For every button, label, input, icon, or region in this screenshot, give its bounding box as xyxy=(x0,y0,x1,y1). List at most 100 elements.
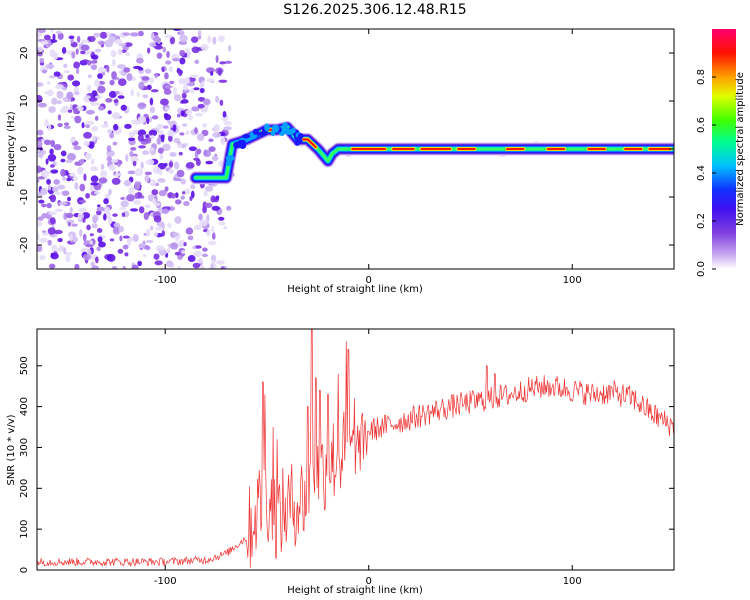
spectrogram-speckle xyxy=(39,61,45,66)
spectrogram-speckle xyxy=(111,58,116,66)
spectrogram-speckle xyxy=(76,68,80,75)
snr-xtick-label-1: 0 xyxy=(366,576,372,587)
spectrogram-speckle xyxy=(147,47,151,54)
spectrogram-speckle xyxy=(173,93,182,102)
spectrogram-speckle xyxy=(49,194,57,203)
spectrogram-speckle xyxy=(145,228,151,237)
spectrogram-speckle xyxy=(132,234,139,243)
spectrogram-speckle xyxy=(149,225,154,231)
snr-ytick-label-0: 0 xyxy=(19,567,30,573)
spectrogram-speckle xyxy=(138,81,145,90)
spectrogram-speckle xyxy=(137,115,147,124)
spectrogram-speckle xyxy=(194,245,202,249)
spectrogram-speckle xyxy=(39,237,48,243)
spectrogram-speckle xyxy=(94,256,99,264)
spectrogram-speckle xyxy=(80,44,90,51)
spectrogram-speckle xyxy=(191,106,200,112)
spectrogram-speckle xyxy=(37,233,40,240)
spectrogram-speckle xyxy=(204,202,213,208)
spectrogram-speckle xyxy=(72,176,78,182)
spectrogram-speckle xyxy=(109,238,115,242)
spectrogram-xtick-label-1: 0 xyxy=(366,275,372,286)
spectrogram-speckle xyxy=(37,140,43,148)
spectrogram-speckle xyxy=(48,211,57,215)
spectrogram-speckle xyxy=(77,166,84,175)
spectrogram-hot-red-1 xyxy=(302,138,317,148)
spectrogram-speckle xyxy=(145,159,155,166)
spectrogram-speckle xyxy=(167,222,172,229)
spectrogram-speckle xyxy=(41,69,48,74)
snr-ytick-label-4: 400 xyxy=(19,397,30,416)
spectrogram-speckle xyxy=(169,80,175,85)
spectrogram-speckle xyxy=(221,115,229,122)
spectrogram-speckle xyxy=(41,203,47,208)
spectrogram-speckle xyxy=(175,238,179,242)
spectrogram-speckle xyxy=(67,109,73,113)
spectrogram-ylabel: Frequency (Hz) xyxy=(6,111,17,187)
snr-ytick-label-5: 500 xyxy=(19,356,30,375)
spectrogram-speckle xyxy=(210,195,217,203)
spectrogram-speckle xyxy=(117,64,126,70)
spectrogram-speckle xyxy=(140,161,144,170)
spectrogram-speckle xyxy=(77,212,82,220)
spectrogram-speckle xyxy=(40,149,47,155)
spectrogram-blob xyxy=(225,159,232,167)
spectrogram-speckle xyxy=(60,150,67,157)
spectrogram-speckle xyxy=(72,80,81,87)
spectrogram-speckle xyxy=(173,137,180,144)
spectrogram-speckle xyxy=(127,170,137,175)
spectrogram-speckle xyxy=(138,30,144,37)
spectrogram-speckle xyxy=(80,50,86,55)
spectrogram-speckle xyxy=(85,244,94,248)
spectrogram-speckle xyxy=(149,106,156,114)
spectrogram-speckle xyxy=(136,92,140,97)
spectrogram-speckle xyxy=(88,141,95,149)
spectrogram-speckle xyxy=(194,127,198,134)
spectrogram-speckle xyxy=(123,179,132,187)
spectrogram-speckle xyxy=(160,98,169,106)
spectrogram-speckle xyxy=(57,122,63,128)
spectrogram-speckle xyxy=(66,91,74,100)
spectrogram-speckle xyxy=(137,260,143,267)
spectrogram-speckle xyxy=(61,105,70,113)
spectrogram-speckle xyxy=(98,241,106,248)
spectrogram-speckle xyxy=(37,148,41,153)
spectrogram-speckle xyxy=(56,100,63,105)
spectrogram-speckle xyxy=(117,225,125,233)
spectrogram-speckle xyxy=(168,168,175,175)
spectrogram-speckle xyxy=(99,31,108,39)
spectrogram-speckle xyxy=(149,179,157,187)
spectrogram-speckle xyxy=(107,217,113,225)
spectrogram-speckle xyxy=(187,114,193,121)
spectrogram-speckle xyxy=(65,212,74,219)
spectrogram-speckle xyxy=(79,229,83,237)
spectrogram-speckle xyxy=(124,123,132,129)
spectrogram-speckle xyxy=(85,123,91,129)
spectrogram-speckle xyxy=(142,253,147,258)
snr-series-line xyxy=(37,329,674,568)
spectrogram-speckle xyxy=(148,129,158,137)
spectrogram-speckle xyxy=(53,143,62,151)
spectrogram-speckle xyxy=(179,132,185,136)
spectrogram-speckle xyxy=(129,208,139,212)
spectrogram-speckle xyxy=(156,52,163,59)
spectrogram-speckle xyxy=(167,129,176,137)
spectrogram-speckle xyxy=(37,221,43,227)
spectrogram-speckle xyxy=(154,45,163,50)
spectrogram-speckle xyxy=(184,77,191,84)
spectrogram-speckle xyxy=(190,190,195,199)
spectrogram-speckle xyxy=(179,34,188,43)
spectrogram-speckle xyxy=(205,185,214,192)
spectrogram-speckle xyxy=(103,213,107,221)
spectrogram-speckle xyxy=(202,123,208,128)
snr-ytick-label-2: 200 xyxy=(19,479,30,498)
spectrogram-speckle xyxy=(199,83,203,89)
snr-axes: -100 0 100 0 100 200 300 400 500 xyxy=(19,329,674,587)
spectrogram-speckle xyxy=(134,181,142,186)
spectrogram-speckle xyxy=(40,41,49,45)
spectrogram-speckle xyxy=(83,141,90,147)
spectrogram-speckle xyxy=(88,97,98,102)
spectrogram-speckle xyxy=(108,188,112,196)
spectrogram-speckle xyxy=(94,191,101,195)
spectrogram-speckle xyxy=(219,99,224,106)
